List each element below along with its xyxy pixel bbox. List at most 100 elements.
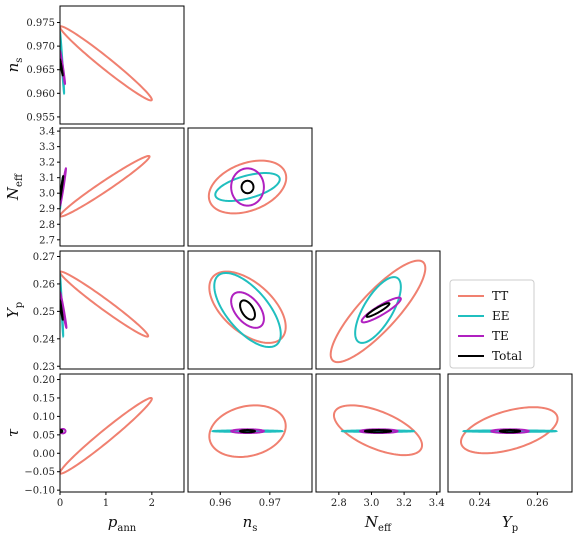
panel-yp-vs-neff xyxy=(315,250,441,370)
ellipse-te xyxy=(230,291,265,329)
x-label-ns: ns xyxy=(243,513,258,534)
panel-frame xyxy=(187,250,313,370)
ellipse-tt xyxy=(60,25,153,102)
panel-frame xyxy=(59,373,185,493)
panel-frame xyxy=(315,250,441,370)
x-tick-label: 0.96 xyxy=(209,498,231,509)
y-tick-label: 3.4 xyxy=(39,127,55,138)
legend-entry-total: Total xyxy=(458,349,522,363)
legend-label: EE xyxy=(492,309,510,323)
ellipse-te xyxy=(230,167,265,207)
y-label-tau: τ xyxy=(4,428,22,437)
panel-neff-vs-ns xyxy=(187,127,313,247)
ellipses xyxy=(207,159,288,215)
ellipse-tt xyxy=(332,404,424,457)
ellipse-total xyxy=(239,299,256,321)
panel-ns-vs-pann: 0.955 0.960 0.965 0.970 0.975 xyxy=(26,5,185,125)
ellipses xyxy=(60,396,153,475)
ellipse-te xyxy=(60,167,67,207)
y-tick-label: 0.965 xyxy=(26,65,55,76)
x-tick-label: 2.8 xyxy=(331,498,347,509)
x-tick-label: 0.26 xyxy=(526,498,548,509)
panel-frame xyxy=(59,5,185,125)
y-tick-label: 0.960 xyxy=(26,89,55,100)
y-tick-label: 0.24 xyxy=(33,334,55,345)
panel-frame xyxy=(59,127,185,247)
panel-tau-vs-yp: 0.24 0.26 xyxy=(447,373,573,509)
y-tick-label: 0.970 xyxy=(26,42,55,53)
y-tick-label: 0.00 xyxy=(33,449,55,460)
y-tick-label: 0.955 xyxy=(26,112,55,123)
y-tick-label: 3.2 xyxy=(39,158,55,169)
y-tick-label: −0.10 xyxy=(24,486,55,497)
ellipse-tt xyxy=(60,396,153,475)
y-tick-label: 2.7 xyxy=(39,235,55,246)
legend-entry-ee: EE xyxy=(458,309,510,323)
y-label-yp: Yp xyxy=(4,302,25,318)
ellipses xyxy=(459,406,559,455)
ellipse-total xyxy=(60,174,65,201)
x-tick-label: 3.2 xyxy=(396,498,412,509)
x-tick-label: 0 xyxy=(57,498,63,509)
ellipses xyxy=(60,270,150,339)
ellipse-total xyxy=(60,58,64,77)
ellipse-total xyxy=(239,429,256,434)
panel-frame xyxy=(447,373,573,493)
panel-tau-vs-neff: 2.8 3.0 3.2 3.4 xyxy=(315,373,445,509)
x-label-yp: Yp xyxy=(502,513,518,534)
ellipse-tt xyxy=(459,406,559,455)
ellipse-te xyxy=(60,290,68,330)
y-tick-label: 3.1 xyxy=(39,173,55,184)
ellipses xyxy=(208,404,287,458)
x-tick-label: 1 xyxy=(103,498,109,509)
ellipses xyxy=(332,404,424,457)
legend-label: TT xyxy=(492,289,508,303)
legend-label: Total xyxy=(492,349,522,363)
y-tick-label: 0.20 xyxy=(33,375,55,386)
panel-neff-vs-pann: 2.7 2.8 2.9 3.0 3.1 3.2 3.3 3.4 xyxy=(39,127,185,247)
ellipse-ee xyxy=(211,429,284,433)
y-tick-label: 2.8 xyxy=(39,220,55,231)
ellipse-tt xyxy=(207,159,288,215)
ellipse-ee xyxy=(213,271,282,349)
y-tick-label: 0.975 xyxy=(26,18,55,29)
ellipse-tt xyxy=(208,270,287,344)
y-label-ns: ns xyxy=(4,58,25,73)
panel-frame xyxy=(187,127,313,247)
ellipse-tt xyxy=(208,404,287,458)
ellipse-total xyxy=(363,429,393,434)
ellipse-total xyxy=(60,299,64,321)
panel-frame xyxy=(315,373,441,493)
y-tick-label: −0.05 xyxy=(24,467,55,478)
legend-entry-tt: TT xyxy=(458,289,508,303)
ellipse-te xyxy=(490,428,530,434)
ellipse-total xyxy=(365,302,391,318)
y-tick-label: 3.0 xyxy=(39,189,55,200)
ellipses xyxy=(60,154,151,218)
y-tick-label: 0.26 xyxy=(33,279,55,290)
ellipse-tt xyxy=(60,154,151,218)
ellipse-ee xyxy=(461,429,559,433)
ellipses xyxy=(208,270,287,349)
panel-tau-vs-pann: −0.10 −0.05 0.00 0.05 0.10 0.15 0.20 0 1 2 xyxy=(24,373,185,509)
y-tick-label: 3.3 xyxy=(39,142,55,153)
legend-entry-te: TE xyxy=(458,329,509,343)
ellipse-tt xyxy=(329,259,427,364)
panel-tau-vs-ns: 0.96 0.97 xyxy=(187,373,313,509)
ellipse-te xyxy=(60,49,67,86)
ellipse-ee xyxy=(214,172,281,202)
y-tick-label: 0.25 xyxy=(33,307,55,318)
ellipse-te xyxy=(60,427,67,435)
y-label-neff: Neff xyxy=(4,173,25,201)
y-tick-label: 2.9 xyxy=(39,204,55,215)
panels-layer: 0.9550.9600.9650.9700.9752.72.82.93.03.1… xyxy=(24,5,573,509)
x-label-pann: pann xyxy=(108,513,137,534)
y-tick-label: 0.05 xyxy=(33,430,55,441)
panel-yp-vs-pann: 0.23 0.24 0.25 0.26 0.27 xyxy=(33,250,185,373)
y-tick-label: 0.23 xyxy=(33,362,55,373)
x-tick-label: 0.24 xyxy=(469,498,491,509)
y-tick-label: 0.15 xyxy=(33,393,55,404)
panel-yp-vs-ns xyxy=(187,250,313,370)
x-tick-label: 2 xyxy=(149,498,155,509)
